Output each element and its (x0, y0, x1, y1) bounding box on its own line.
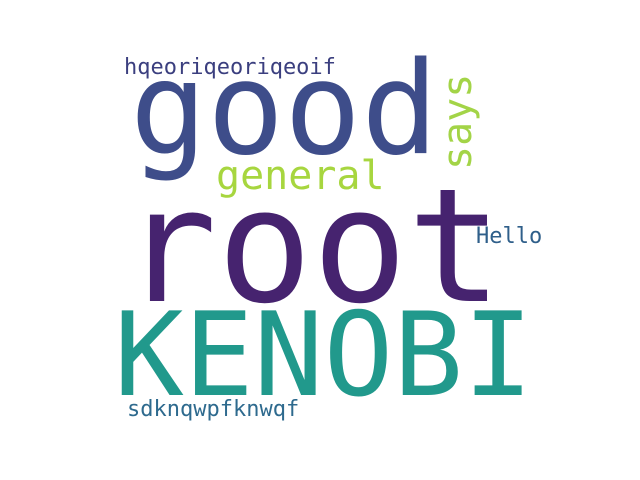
word-good: good (130, 35, 439, 184)
word-root: root (122, 155, 503, 339)
word-hello: Hello (476, 224, 543, 249)
word-hqeoriqeoriqeoif: hqeoriqeoriqeoif (124, 55, 336, 80)
word-kenobi: KENOBI (114, 288, 534, 423)
word-sdknqwpfknwqf: sdknqwpfknwqf (127, 397, 300, 422)
word-general: general (216, 153, 385, 199)
